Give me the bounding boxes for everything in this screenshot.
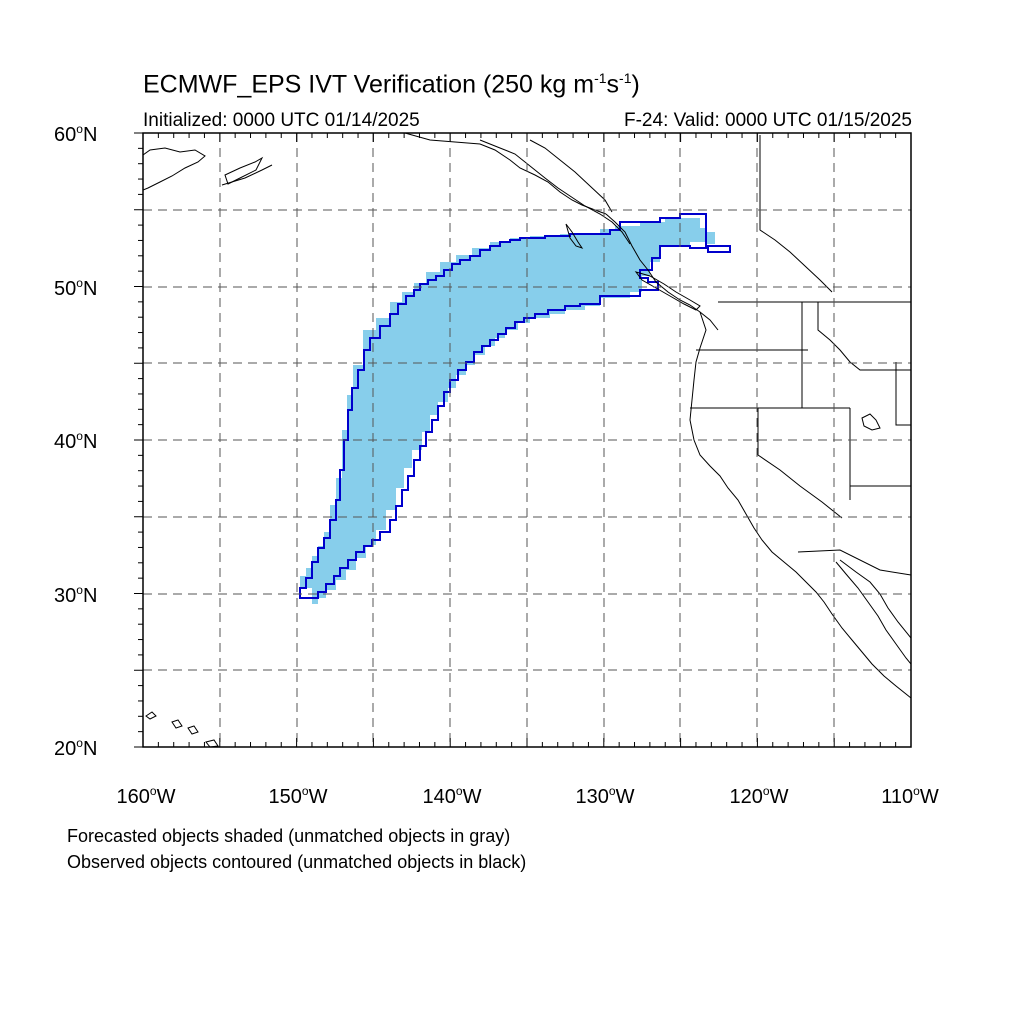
legend-observed-caption: Observed objects contoured (unmatched ob… [67, 852, 527, 872]
lat-label-40n: 40oN [54, 429, 98, 453]
idaho-east [817, 302, 911, 371]
lon-label-160w: 160oW [116, 784, 176, 808]
lat-label-20n: 20oN [54, 736, 98, 760]
figure-title: ECMWF_EPS IVT Verification (250 kg m-1s-… [143, 70, 640, 99]
lakes [861, 413, 881, 431]
mainland-mexico [839, 559, 911, 639]
legend-forecast-caption: Forecasted objects shaded (unmatched obj… [67, 826, 511, 846]
lat-label-30n: 30oN [54, 583, 98, 607]
baja-east-coast [835, 561, 911, 665]
alaska-islands [224, 156, 264, 185]
alaska-gulf-coast [404, 133, 607, 215]
tick-marks [134, 132, 912, 748]
hawaii-islands [145, 711, 219, 747]
california-nevada [757, 408, 843, 519]
haida-gwaii [565, 223, 584, 249]
great-salt-lake [861, 413, 881, 431]
boundaries [529, 135, 911, 576]
coastlines [143, 133, 911, 747]
lon-label-120w: 120oW [729, 784, 789, 808]
lon-label-110w: 110oW [881, 784, 939, 808]
alaska-canada-border [529, 139, 613, 213]
lat-label-50n: 50oN [54, 276, 98, 300]
grid-lines [143, 133, 911, 747]
forecast-object-shaded [300, 218, 715, 604]
mexico-border [797, 549, 911, 576]
lat-label-60n: 60oN [54, 122, 98, 146]
lon-label-150w: 150oW [268, 784, 328, 808]
valid-time: F-24: Valid: 0000 UTC 01/15/2025 [624, 110, 912, 131]
observed-object-contour [299, 213, 731, 599]
utah-border [895, 362, 911, 426]
alaska-peninsula [221, 164, 273, 186]
lon-label-140w: 140oW [422, 784, 482, 808]
us-west-coast [689, 311, 911, 699]
alaska-coastline [143, 147, 206, 191]
lon-label-130w: 130oW [575, 784, 635, 808]
initialized-time: Initialized: 0000 UTC 01/14/2025 [143, 110, 420, 131]
canada-interior [759, 135, 833, 293]
alaska-panhandle [479, 139, 631, 245]
